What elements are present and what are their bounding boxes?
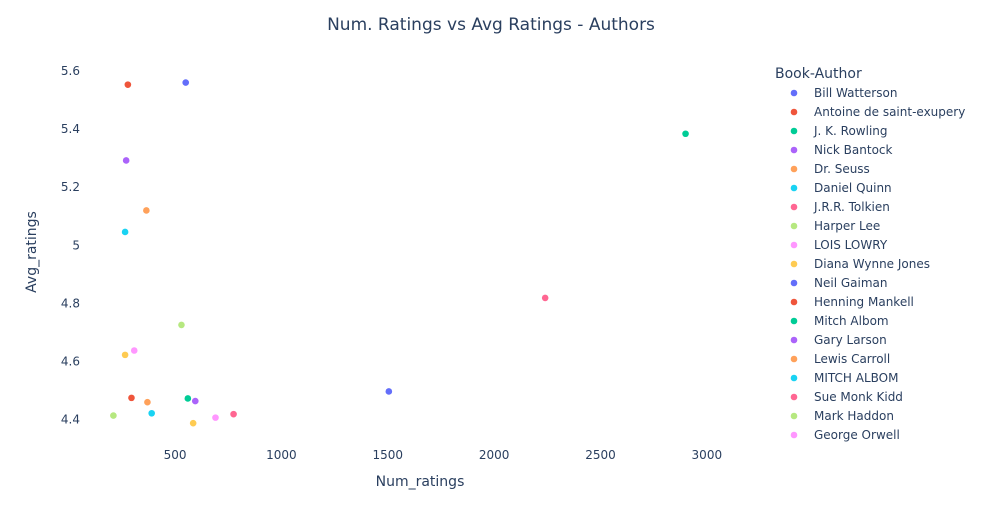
legend-item[interactable]: Sue Monk Kidd [790,390,903,404]
y-axis-title: Avg_ratings [24,211,40,293]
data-point[interactable] [541,294,549,302]
x-tick-label: 1000 [266,448,297,462]
legend-label: J. K. Rowling [813,124,888,138]
legend-marker [790,241,798,249]
legend-marker [790,431,798,439]
legend-label: Mitch Albom [814,314,889,328]
y-tick-label: 4.8 [61,296,80,310]
data-point[interactable] [191,397,199,405]
data-point[interactable] [178,321,185,329]
x-tick-label: 2000 [479,448,510,462]
legend-marker [790,393,798,401]
legend-item[interactable]: Henning Mankell [790,295,914,309]
data-point[interactable] [110,412,117,419]
legend-label: Nick Bantock [814,143,893,157]
data-point[interactable] [148,409,155,417]
data-point[interactable] [128,394,135,402]
legend-label: Daniel Quinn [814,181,892,195]
data-point[interactable] [184,395,192,402]
legend-item[interactable]: Daniel Quinn [790,181,892,195]
legend-label: Mark Haddon [814,409,894,423]
data-point[interactable] [124,81,132,88]
data-point[interactable] [130,347,138,354]
legend-label: LOIS LOWRY [814,238,888,252]
legend-item[interactable]: J.R.R. Tolkien [790,200,890,214]
legend-item[interactable]: LOIS LOWRY [790,238,888,252]
x-tick-labels: 500 1000 1500 2000 2500 3000 [164,448,722,462]
legend-item[interactable]: Diana Wynne Jones [790,257,930,271]
data-point[interactable] [212,414,219,421]
legend-title: Book-Author [775,66,862,82]
data-point[interactable] [144,398,151,406]
y-tick-label: 4.4 [61,413,80,427]
data-point[interactable] [143,207,150,214]
legend-marker [790,203,798,211]
legend-item[interactable]: Mark Haddon [790,409,894,423]
x-tick-label: 1500 [373,448,404,462]
legend-item[interactable]: George Orwell [790,428,900,442]
legend-marker [790,374,798,382]
y-tick-label: 5.6 [61,64,80,78]
legend-marker [790,317,798,325]
legend-marker [790,279,798,287]
legend-item[interactable]: MITCH ALBOM [790,371,899,385]
data-point[interactable] [189,419,197,427]
data-point[interactable] [230,410,237,418]
legend-label: George Orwell [814,428,900,442]
legend-item[interactable]: Dr. Seuss [790,162,870,176]
legend-item[interactable]: Harper Lee [790,219,881,233]
legend-label: Diana Wynne Jones [814,257,930,271]
legend-marker [790,165,798,173]
chart-title: Num. Ratings vs Avg Ratings - Authors [327,15,655,35]
x-tick-label: 3000 [692,448,723,462]
y-tick-labels: 4.4 4.6 4.8 5 5.2 5.4 5.6 [61,64,80,427]
legend-item[interactable]: Gary Larson [790,333,887,347]
data-point[interactable] [682,130,689,138]
legend-item[interactable]: Neil Gaiman [790,276,888,290]
legend-marker [790,146,798,154]
legend-label: Sue Monk Kidd [814,390,903,404]
legend-label: Bill Watterson [814,86,897,100]
legend-marker [790,108,798,116]
x-tick-label: 2500 [585,448,616,462]
y-tick-label: 5.4 [61,122,80,136]
legend-label: Gary Larson [814,333,887,347]
data-point[interactable] [122,157,130,164]
legend-marker [790,355,798,363]
legend-item[interactable]: J. K. Rowling [790,124,888,138]
legend-label: Dr. Seuss [814,162,870,176]
data-point[interactable] [182,79,190,86]
legend-item[interactable]: Bill Watterson [790,86,898,100]
legend-marker [790,298,798,306]
x-tick-label: 500 [164,448,187,462]
legend-label: Lewis Carroll [814,352,890,366]
legend-marker [790,412,798,420]
legend-label: Henning Mankell [814,295,914,309]
x-axis-title: Num_ratings [376,474,465,490]
legend-label: Neil Gaiman [814,276,887,290]
legend[interactable]: Bill Watterson Antoine de saint-exupery J.… [790,86,966,442]
legend-label: Antoine de saint-exupery [814,105,965,119]
plot-area [110,79,689,427]
legend-marker [790,222,798,230]
legend-marker [790,89,798,97]
legend-label: Harper Lee [814,219,880,233]
y-tick-label: 4.6 [61,355,80,369]
legend-item[interactable]: Mitch Albom [790,314,889,328]
legend-marker [790,336,798,344]
legend-marker [790,127,798,135]
y-tick-label: 5 [72,238,80,252]
y-tick-label: 5.2 [61,180,80,194]
legend-marker [790,260,798,268]
legend-item[interactable]: Antoine de saint-exupery [790,105,966,119]
data-point[interactable] [121,228,129,236]
data-point[interactable] [385,388,393,395]
legend-item[interactable]: Lewis Carroll [790,352,891,366]
legend-label: J.R.R. Tolkien [813,200,890,214]
legend-item[interactable]: Nick Bantock [790,143,893,157]
data-point[interactable] [121,351,129,359]
legend-marker [790,184,798,192]
legend-label: MITCH ALBOM [814,371,898,385]
